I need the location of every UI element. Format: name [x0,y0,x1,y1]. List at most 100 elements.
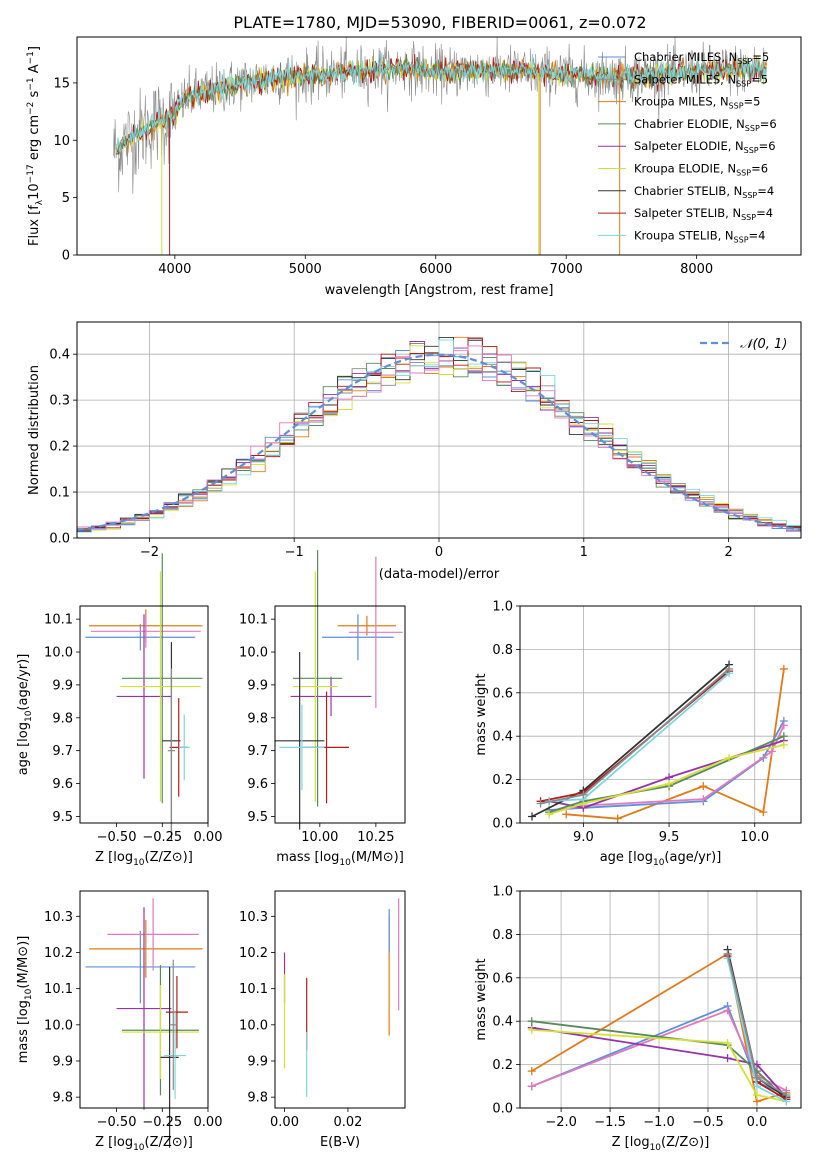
spectrum-y-axis-label: Flux [fλ10−17 erg cm−2 s−1 A−1] [26,46,45,246]
y-tick-label: 9.9 [247,678,268,693]
x-tick-label: 7000 [550,262,583,277]
y-tick-label: 9.6 [247,777,268,792]
x-tick-label: −0.50 [97,830,137,845]
y-tick-label: 1.0 [492,885,513,900]
y-tick-label: 9.9 [52,1054,73,1069]
legend-entry: Salpeter ELODIE, NSSP=6 [634,139,776,155]
y-tick-label: 9.8 [247,711,268,726]
mass-weight-vs-metallicity-point-marker [723,1038,732,1047]
mass-weight-vs-age-point-marker [562,810,571,819]
y-tick-label: 0.8 [492,928,513,943]
mass-weight-vs-age-point-marker [699,795,708,804]
mass-weight-vs-metallicity-series-line [531,1020,787,1100]
x-tick-label: 1 [580,545,588,560]
mass-weight-vs-age-point-marker [545,810,554,819]
mass-weight-vs-age-point-marker [665,779,674,788]
mass-weight-vs-metallicity-series-line [531,1009,787,1092]
mass-weight-vs-metallicity-series-line [531,1026,787,1098]
mass-weight-vs-metallicity-axes-frame [519,890,802,1109]
mass-weight-vs-metallicity-point-marker [527,1025,536,1034]
y-tick-label: 10 [53,134,70,149]
y-tick-label: 9.9 [52,678,73,693]
legend-entry: Salpeter STELIB, NSSP=4 [634,206,773,222]
mass-vs-metallicity-axes-frame [79,890,209,1109]
mass-vs-extinction-axes-frame [274,890,406,1109]
mass-weight-vs-metallicity-point-marker [723,1054,732,1063]
y-tick-label: 10.1 [239,982,268,997]
y-tick-label: 0.2 [49,440,70,455]
histogram-x-axis-label: (data-model)/error [379,567,500,582]
mass-weight-vs-metallicity-x-axis-label: Z [log10(Z/Z⊙)] [612,1135,710,1153]
y-tick-label: 0.1 [49,486,70,501]
mass-weight-vs-metallicity-series-line [531,952,787,1103]
y-tick-label: 9.5 [52,810,73,825]
mass-weight-vs-metallicity-point-marker [752,1073,761,1082]
y-tick-label: 9.8 [52,711,73,726]
y-tick-label: 0.0 [492,1102,513,1117]
y-tick-label: 10.3 [44,910,73,925]
spectrum-model-line [115,52,767,154]
y-tick-label: 9.6 [52,777,73,792]
legend-entry: Kroupa MILES, NSSP=5 [634,95,760,111]
y-tick-label: 0.6 [492,686,513,701]
y-tick-label: 9.8 [247,1091,268,1106]
y-tick-label: 5 [62,191,70,206]
mass-weight-vs-metallicity-point-marker [752,1090,761,1099]
x-tick-label: −1.5 [594,1115,626,1130]
figure-title: PLATE=1780, MJD=53090, FIBERID=0061, z=0… [233,13,646,32]
mass-weight-vs-age-point-marker [699,782,708,791]
mass-weight-vs-age-point-marker [779,740,788,749]
y-tick-label: 15 [53,76,70,91]
age-vs-metallicity-y-axis-label: age [log10(age/yr)] [16,654,34,776]
spectrum-x-axis-label: wavelength [Angstrom, rest frame] [325,283,554,298]
y-tick-label: 10.1 [44,982,73,997]
x-tick-label: 0.00 [270,1115,299,1130]
mass-weight-vs-metallicity-point-marker [527,1082,536,1091]
y-tick-label: 9.7 [52,744,73,759]
x-tick-label: 0.0 [747,1115,768,1130]
mass-weight-vs-metallicity-point-marker [752,1082,761,1091]
mass-weight-vs-age-point-marker [779,732,788,741]
x-tick-label: −0.50 [97,1115,137,1130]
residual-histogram [77,339,801,533]
mass-vs-extinction-x-axis-label: E(B-V) [320,1135,360,1150]
legend-entry: 𝒩(0, 1) [740,337,787,352]
age-vs-mass-axes-frame [274,605,406,824]
mass-weight-vs-age-axes-frame [519,605,802,824]
y-tick-label: 10.1 [44,613,73,628]
mass-weight-vs-metallicity-y-axis-label: mass weight [474,958,489,1040]
y-tick-label: 10.3 [239,910,268,925]
y-tick-label: 9.5 [247,810,268,825]
y-tick-label: 0.0 [492,817,513,832]
mass-weight-vs-age-point-marker [767,747,776,756]
legend-entry: Kroupa STELIB, NSSP=4 [634,228,765,244]
x-tick-label: 9.5 [659,830,680,845]
mass-weight-vs-age-point-marker [725,664,734,673]
y-tick-label: 1.0 [492,600,513,615]
y-tick-label: 0.4 [49,348,70,363]
mass-vs-metallicity-x-axis-label: Z [log10(Z/Z⊙)] [95,1135,193,1153]
y-tick-label: 10.0 [44,1018,73,1033]
mass-weight-vs-age-point-marker [759,808,768,817]
mass-weight-vs-metallicity-point-marker [527,1067,536,1076]
y-tick-label: 0.0 [49,532,70,547]
y-tick-label: 10.2 [44,946,73,961]
mass-weight-vs-age-point-marker [779,721,788,730]
mass-weight-vs-age-point-marker [579,790,588,799]
y-tick-label: 10.1 [239,613,268,628]
mass-weight-vs-age-series-line [566,668,785,820]
mass-weight-vs-metallicity-point-marker [527,1017,536,1026]
mass-weight-vs-metallicity-point-marker [782,1090,791,1099]
x-tick-label: 0.00 [194,830,223,845]
x-tick-label: 10.0 [740,830,769,845]
mass-weight-vs-age-point-marker [536,799,545,808]
x-tick-label: 9.0 [573,830,594,845]
y-tick-label: 0.4 [492,1015,513,1030]
x-tick-label: −1 [285,545,304,560]
legend-entry: Kroupa ELODIE, NSSP=6 [634,162,768,178]
x-tick-label: 0.00 [194,1115,223,1130]
x-tick-label: −0.25 [142,830,182,845]
legend-entry: Chabrier MILES, NSSP=5 [634,50,769,66]
